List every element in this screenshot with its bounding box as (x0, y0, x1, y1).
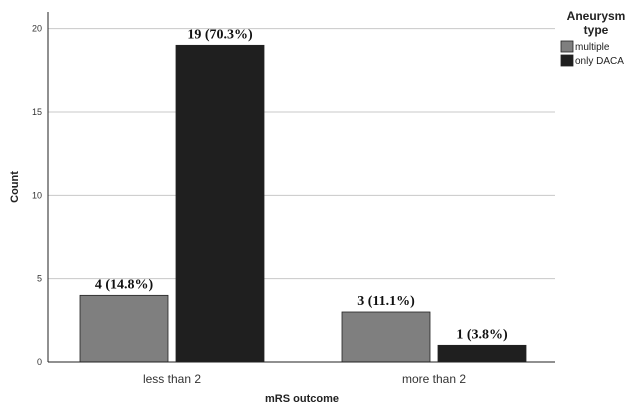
data-label: 1 (3.8%) (456, 327, 508, 342)
grid-lines (48, 28, 555, 280)
x-tick-label: less than 2 (143, 372, 201, 386)
bar-only-daca (175, 44, 265, 363)
y-tick-label: 20 (32, 24, 42, 34)
legend-title-line2: type (584, 23, 609, 37)
legend: Aneurysm type multiple only DACA (560, 9, 626, 67)
legend-title: Aneurysm (567, 9, 626, 23)
y-tick-label: 5 (37, 274, 42, 284)
y-axis-title: Count (9, 171, 21, 203)
bar-only-daca (437, 344, 527, 363)
bar-multiple (341, 311, 431, 363)
y-axis-ticks: 0 5 10 15 20 (32, 24, 42, 367)
bar-multiple (79, 294, 169, 363)
legend-swatch (560, 54, 574, 67)
data-label: 3 (11.1%) (357, 294, 415, 309)
x-tick-label: more than 2 (402, 372, 466, 386)
data-labels: 4 (14.8%) 19 (70.3%) 3 (11.1%) 1 (3.8%) (95, 27, 508, 342)
legend-swatch (560, 40, 574, 53)
data-label: 4 (14.8%) (95, 277, 154, 292)
y-tick-label: 15 (32, 107, 42, 117)
legend-entry-label: multiple (575, 42, 610, 53)
x-axis-title: mRS outcome (265, 393, 339, 405)
legend-entry-label: only DACA (575, 56, 624, 67)
data-label: 19 (70.3%) (187, 27, 253, 42)
bars (79, 44, 527, 363)
x-axis-categories: less than 2 more than 2 (143, 372, 466, 386)
y-tick-label: 0 (37, 357, 42, 367)
y-tick-label: 10 (32, 190, 42, 200)
